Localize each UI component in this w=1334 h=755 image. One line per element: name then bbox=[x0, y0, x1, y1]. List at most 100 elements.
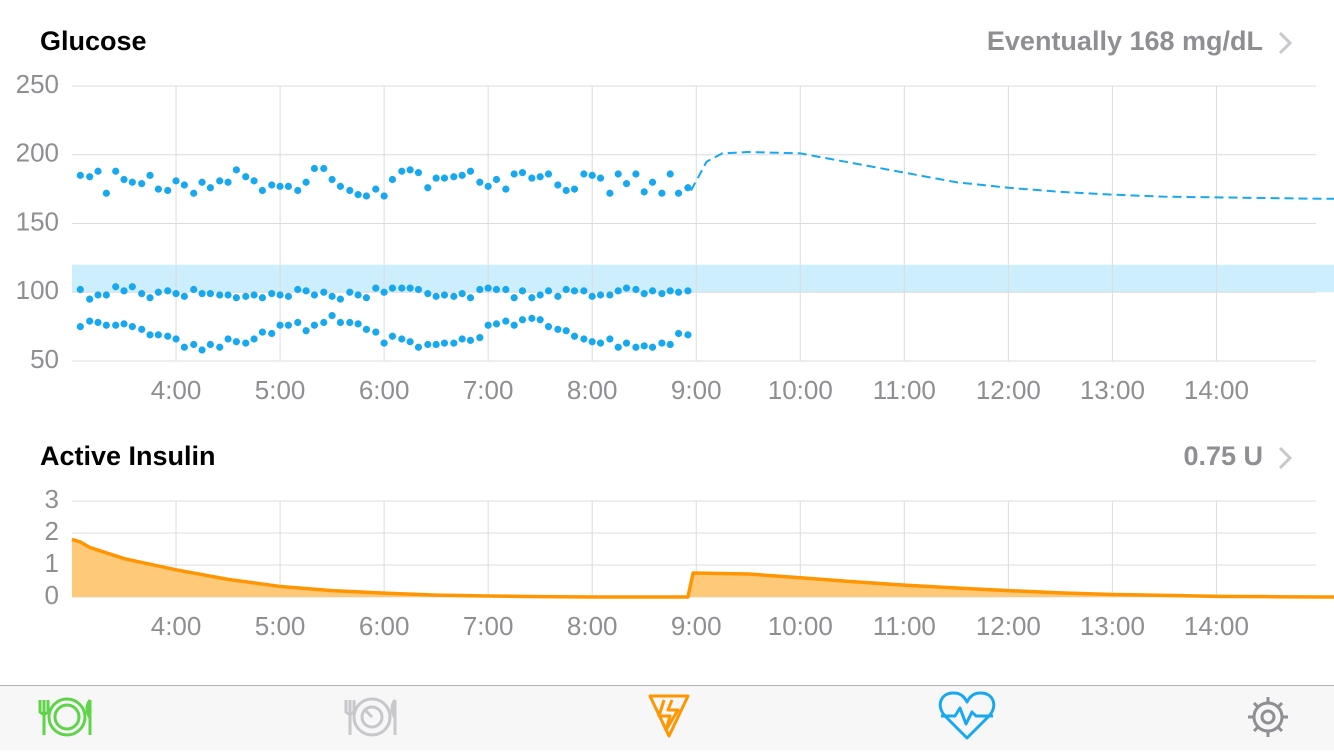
glucose-point bbox=[294, 285, 302, 294]
chevron[interactable] bbox=[1278, 446, 1293, 470]
chevron[interactable] bbox=[1278, 31, 1293, 55]
glucose-point bbox=[128, 323, 136, 331]
glucose-point bbox=[622, 284, 631, 292]
glucose-point bbox=[258, 328, 266, 336]
glucose-point bbox=[94, 167, 102, 175]
insulin-total[interactable]: 0.75 U bbox=[1183, 441, 1263, 471]
glucose-point bbox=[154, 185, 162, 193]
glucose-point bbox=[484, 182, 492, 190]
glucose-point bbox=[432, 292, 440, 300]
glucose-point bbox=[406, 166, 414, 174]
glucose-point bbox=[190, 285, 198, 294]
glucose-point bbox=[588, 171, 596, 179]
x-tick-label: 12:00 bbox=[976, 611, 1041, 641]
glucose-point bbox=[354, 320, 362, 328]
glucose-point bbox=[658, 189, 666, 197]
glucose-point bbox=[562, 327, 570, 335]
glucose-point bbox=[328, 175, 336, 184]
glucose-point bbox=[146, 331, 154, 339]
glucose-point bbox=[232, 338, 240, 346]
glucose-point bbox=[518, 316, 527, 324]
glucose-point bbox=[216, 291, 224, 299]
glucose-point bbox=[372, 284, 380, 292]
glucose-point bbox=[562, 285, 570, 294]
glucose-point bbox=[310, 321, 319, 329]
glucose-point bbox=[458, 171, 466, 179]
glucose-point bbox=[354, 191, 362, 199]
x-tick-label: 6:00 bbox=[359, 375, 410, 405]
glucose-point bbox=[216, 177, 224, 185]
glucose-point bbox=[250, 177, 258, 185]
y-tick-label: 0 bbox=[45, 580, 59, 610]
glucose-point bbox=[398, 167, 406, 175]
glucose-point bbox=[362, 325, 371, 333]
x-tick-label: 5:00 bbox=[255, 611, 306, 641]
glucose-point bbox=[614, 170, 622, 178]
glucose-point bbox=[570, 287, 579, 295]
glucose-point bbox=[146, 171, 154, 179]
glucose-point bbox=[268, 181, 276, 189]
glucose-point bbox=[570, 332, 579, 340]
glucose-eventual[interactable]: Eventually 168 mg/dL bbox=[987, 26, 1263, 56]
glucose-point bbox=[180, 181, 188, 189]
glucose-point bbox=[502, 317, 510, 325]
status-tab[interactable] bbox=[938, 691, 996, 740]
glucose-point bbox=[120, 175, 128, 184]
glucose-point bbox=[294, 318, 302, 327]
glucose-point bbox=[336, 295, 345, 303]
glucose-point bbox=[518, 169, 527, 177]
x-tick-label: 10:00 bbox=[768, 611, 833, 641]
glucose-point bbox=[502, 285, 510, 294]
glucose-point bbox=[596, 339, 605, 347]
glucose-point bbox=[632, 285, 640, 294]
glucose-point bbox=[528, 314, 536, 322]
y-tick-label: 200 bbox=[16, 138, 59, 168]
glucose-point bbox=[276, 182, 284, 190]
glucose-point bbox=[76, 171, 84, 179]
glucose-point bbox=[310, 164, 319, 173]
glucose-point bbox=[346, 288, 354, 296]
glucose-point bbox=[232, 166, 240, 174]
x-tick-label: 11:00 bbox=[873, 611, 936, 641]
glucose-point bbox=[528, 294, 536, 302]
glucose-point bbox=[302, 327, 310, 335]
glucose-point bbox=[372, 185, 380, 193]
glucose-point bbox=[206, 290, 214, 298]
glucose-point bbox=[424, 340, 432, 349]
glucose-point bbox=[380, 192, 388, 200]
settings-tab[interactable] bbox=[1248, 697, 1288, 737]
x-tick-label: 13:00 bbox=[1080, 611, 1145, 641]
glucose-point bbox=[354, 291, 362, 299]
glucose-point bbox=[658, 290, 666, 298]
x-tick-label: 6:00 bbox=[359, 611, 410, 641]
glucose-point bbox=[250, 335, 258, 343]
glucose-point bbox=[588, 292, 596, 300]
glucose-point bbox=[86, 173, 94, 181]
carbs-tab[interactable] bbox=[38, 697, 92, 737]
glucose-title: Glucose bbox=[40, 26, 147, 56]
glucose-point bbox=[190, 340, 198, 349]
glucose-point bbox=[536, 291, 544, 299]
glucose-point bbox=[172, 335, 180, 343]
glucose-point bbox=[544, 170, 553, 178]
x-tick-label: 8:00 bbox=[567, 375, 618, 405]
glucose-point bbox=[580, 335, 588, 343]
glucose-point bbox=[76, 323, 84, 331]
glucose-point bbox=[614, 287, 622, 295]
insulin-line bbox=[71, 537, 1334, 599]
glucose-point bbox=[128, 178, 136, 186]
target-range bbox=[72, 264, 1334, 293]
glucose-point bbox=[476, 285, 484, 294]
temp-target-tab[interactable] bbox=[344, 697, 397, 737]
glucose-point bbox=[554, 325, 562, 333]
x-tick-label: 12:00 bbox=[976, 375, 1041, 405]
x-tick-label: 4:00 bbox=[151, 375, 202, 405]
glucose-point bbox=[406, 338, 414, 346]
glucose-point bbox=[242, 339, 250, 347]
glucose-point bbox=[518, 287, 527, 295]
glucose-point bbox=[596, 291, 605, 299]
glucose-point bbox=[268, 329, 276, 338]
glucose-point bbox=[380, 288, 388, 296]
bolus-tab[interactable] bbox=[648, 694, 690, 738]
